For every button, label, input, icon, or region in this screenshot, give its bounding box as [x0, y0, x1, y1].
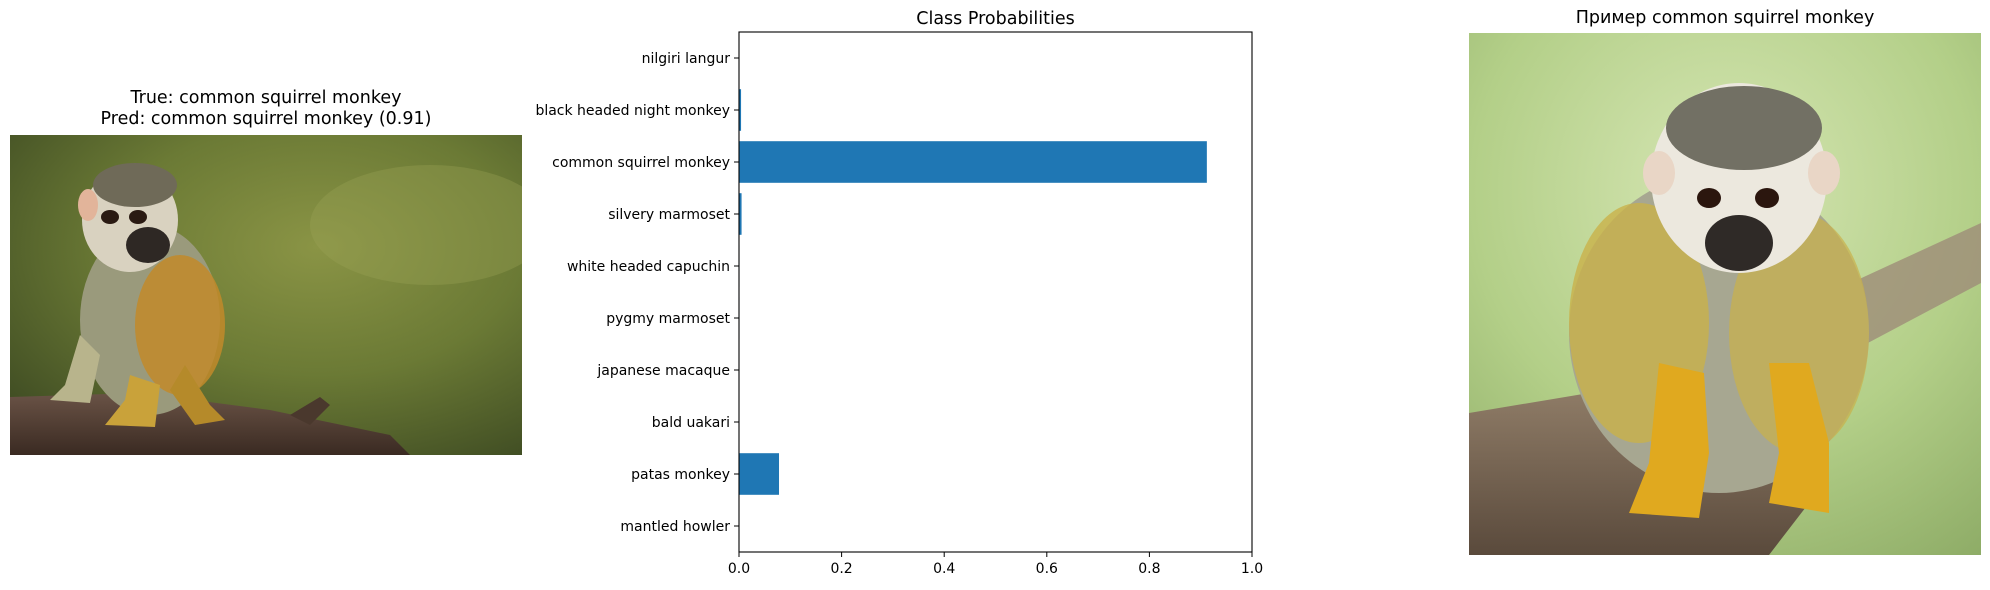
bar-black-headed-night-monkey [739, 89, 742, 131]
plot-frame [738, 31, 1253, 553]
y-tick-label: white headed capuchin [567, 259, 730, 275]
y-tick-label: silvery marmoset [608, 207, 730, 223]
x-tick-label: 0.4 [933, 561, 955, 577]
left-title-true-line: True: common squirrel monkey [130, 88, 402, 108]
x-tick-label: 1.0 [1241, 561, 1263, 577]
bar-silvery-marmoset [739, 193, 742, 235]
left-title-pred-line: Pred: common squirrel monkey (0.91) [100, 109, 432, 129]
x-tick-label: 0.8 [1138, 561, 1160, 577]
right-panel-title: Пример common squirrel monkey [1575, 8, 1875, 28]
bar-common-squirrel-monkey [739, 141, 1207, 183]
x-tick-label: 0.2 [830, 561, 852, 577]
right-monkey-photo [1469, 33, 1981, 555]
y-tick-label: bald uakari [652, 415, 730, 431]
left-monkey-photo [10, 135, 522, 455]
y-tick-label: black headed night monkey [535, 103, 730, 119]
y-tick-label: japanese macaque [596, 363, 730, 379]
y-tick-label: common squirrel monkey [552, 155, 730, 171]
y-tick-label: patas monkey [631, 467, 730, 483]
x-tick-label: 0.0 [728, 561, 750, 577]
bar-patas-monkey [739, 453, 780, 495]
y-tick-label: pygmy marmoset [606, 311, 730, 327]
chart-title: Class Probabilities [916, 9, 1075, 29]
y-tick-label: mantled howler [620, 519, 730, 535]
y-tick-label: nilgiri langur [642, 51, 731, 67]
left-panel-title: True: common squirrel monkey Pred: commo… [10, 88, 522, 130]
x-tick-label: 0.6 [1036, 561, 1058, 577]
